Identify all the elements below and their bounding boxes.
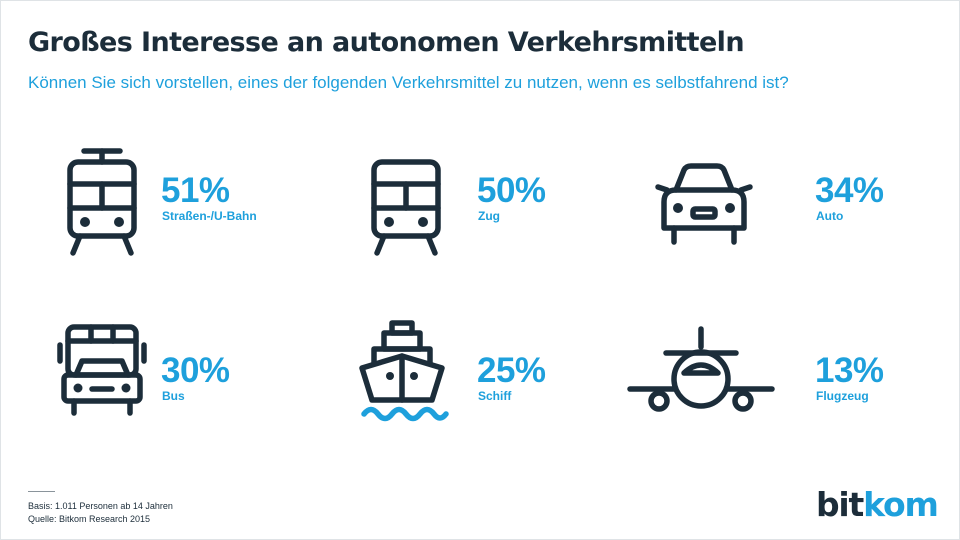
tram-icon bbox=[67, 148, 137, 256]
value-flugzeug: 13% bbox=[815, 351, 884, 390]
label-flugzeug: Flugzeug bbox=[816, 389, 869, 403]
label-auto: Auto bbox=[816, 209, 844, 223]
label-schiff: Schiff bbox=[478, 389, 512, 403]
bus-icon bbox=[57, 324, 147, 416]
train-icon bbox=[371, 159, 441, 256]
airplane-icon bbox=[627, 326, 775, 412]
logo-part-kom: kom bbox=[863, 485, 939, 524]
value-bus: 30% bbox=[161, 351, 230, 390]
label-strassen-u-bahn: Straßen-/U-Bahn bbox=[162, 209, 257, 223]
car-icon bbox=[655, 163, 753, 245]
page-subtitle: Können Sie sich vorstellen, eines der fo… bbox=[28, 73, 789, 92]
label-zug: Zug bbox=[478, 209, 500, 223]
logo-part-bit: bit bbox=[816, 485, 864, 524]
bitkom-logo: bitkom bbox=[816, 485, 939, 524]
footnote-source: Quelle: Bitkom Research 2015 bbox=[28, 514, 151, 524]
footnote-divider bbox=[28, 491, 55, 492]
label-bus: Bus bbox=[162, 389, 185, 403]
page-title: Großes Interesse an autonomen Verkehrsmi… bbox=[28, 27, 745, 58]
value-zug: 50% bbox=[477, 171, 546, 210]
ship-icon bbox=[359, 320, 449, 422]
value-schiff: 25% bbox=[477, 351, 546, 390]
footnote-basis: Basis: 1.011 Personen ab 14 Jahren bbox=[28, 501, 173, 511]
value-auto: 34% bbox=[815, 171, 884, 210]
value-strassen-u-bahn: 51% bbox=[161, 171, 230, 210]
